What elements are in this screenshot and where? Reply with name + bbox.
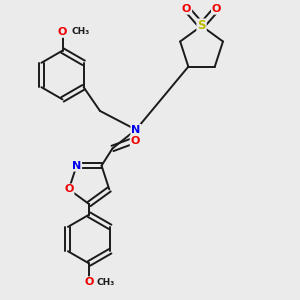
Text: O: O xyxy=(182,4,191,14)
Text: O: O xyxy=(212,4,221,14)
Text: O: O xyxy=(130,136,140,146)
Text: N: N xyxy=(131,125,141,135)
Text: O: O xyxy=(84,277,94,287)
Text: CH₃: CH₃ xyxy=(97,278,115,287)
Text: S: S xyxy=(197,20,206,32)
Text: O: O xyxy=(58,27,67,37)
Text: CH₃: CH₃ xyxy=(72,27,90,36)
Text: O: O xyxy=(64,184,74,194)
Text: N: N xyxy=(72,160,81,171)
